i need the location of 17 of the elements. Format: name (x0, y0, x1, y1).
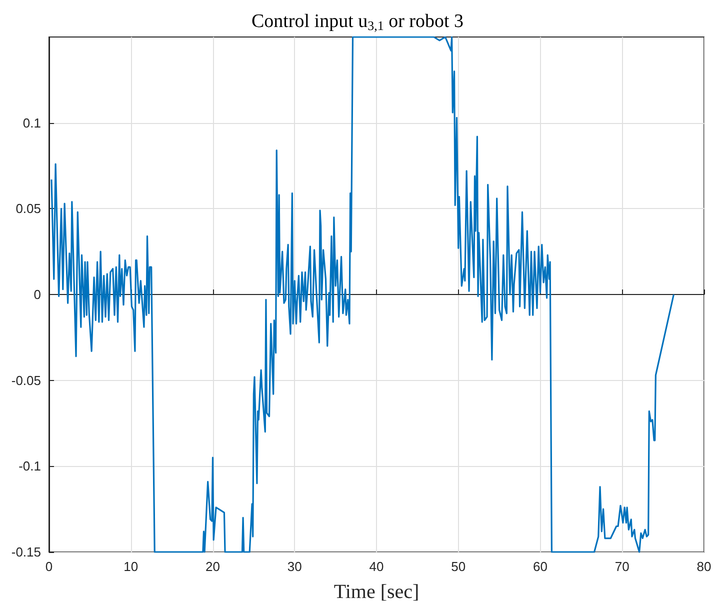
y-tick-label: 0.05 (16, 201, 41, 216)
x-tick-label: 30 (287, 559, 302, 574)
x-tick-label: 60 (533, 559, 548, 574)
x-tick-label: 0 (45, 559, 53, 574)
y-tick-label: -0.1 (18, 458, 41, 474)
x-tick-label: 20 (206, 559, 220, 574)
x-axis-title: Time [sec] (334, 581, 420, 603)
x-tick-label: 80 (696, 559, 712, 574)
y-tick-label: 0 (34, 287, 41, 302)
y-tick-label: 0.1 (22, 115, 41, 130)
x-tick-label: 10 (124, 559, 138, 574)
y-tick-label: -0.15 (11, 544, 41, 560)
y-tick-label: -0.05 (11, 372, 41, 388)
x-tick-label: 70 (614, 559, 630, 574)
x-tick-label: 40 (369, 559, 384, 574)
line-series (50, 36, 675, 553)
x-tick-label: 50 (451, 559, 466, 574)
